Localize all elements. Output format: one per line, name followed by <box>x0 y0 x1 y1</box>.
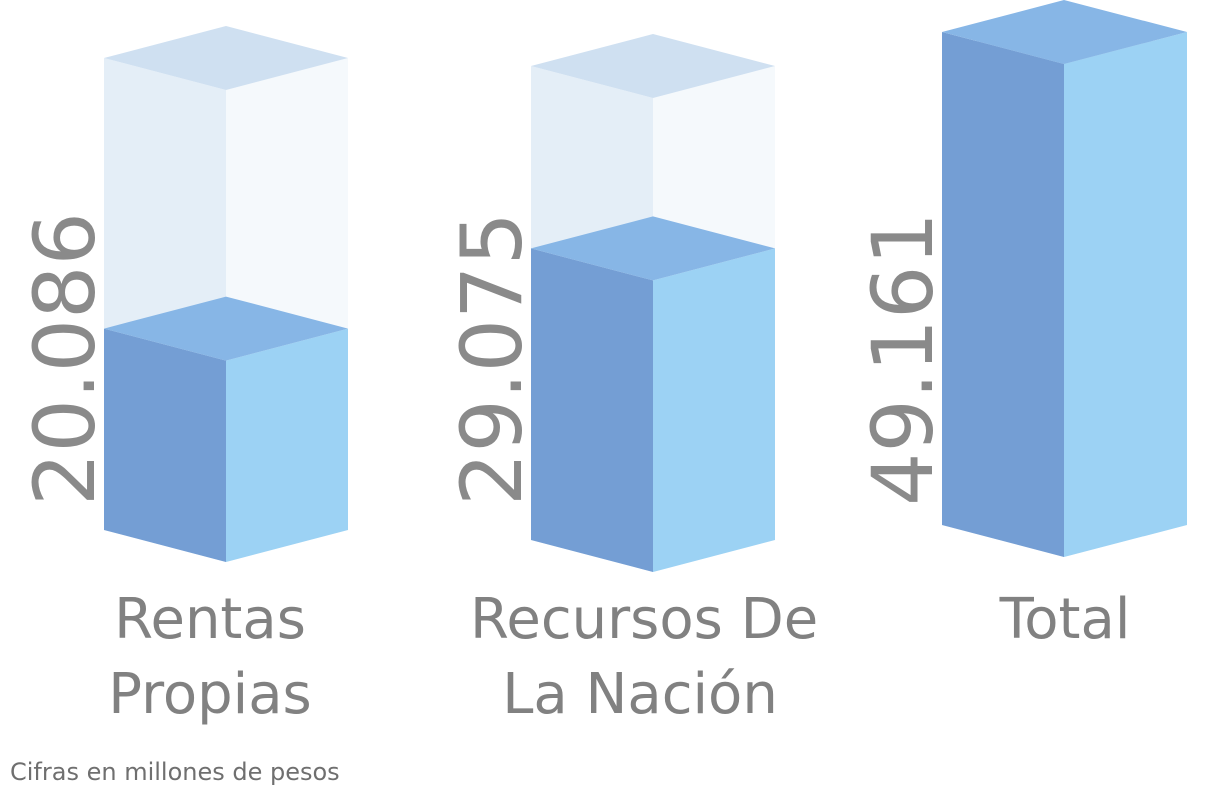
bar-right-face-recursos-de-la-nacion <box>653 248 775 572</box>
bar-top-face-recursos-de-la-nacion <box>531 216 775 281</box>
bar-right-face-total <box>1064 32 1187 557</box>
value-label-total: 49.161 <box>854 212 952 506</box>
bar-left-face-total <box>942 32 1064 557</box>
bar-left-face-recursos-de-la-nacion <box>531 248 653 572</box>
value-label-recursos-de-la-nacion: 29.075 <box>443 212 541 506</box>
value-label-rentas-propias: 20.086 <box>16 212 114 506</box>
category-label-recursos-de-la-nacion: Recursos De La Nación <box>470 582 819 732</box>
category-label-line: La Nación <box>502 662 778 727</box>
bar-top-face-total <box>942 0 1187 64</box>
category-label-rentas-propias: Rentas Propias <box>80 582 340 732</box>
category-label-line: Rentas <box>114 587 306 652</box>
category-label-line: Recursos De <box>470 587 819 652</box>
category-label-line: Total <box>999 587 1131 652</box>
footnote: Cifras en millones de pesos <box>10 758 340 786</box>
category-label-total: Total <box>960 582 1170 657</box>
ghost-top-recursos-de-la-nacion <box>531 34 775 98</box>
bar-left-face-rentas-propias <box>104 328 226 562</box>
bar-top-face-rentas-propias <box>104 296 348 361</box>
category-label-line: Propias <box>108 662 312 727</box>
bar-right-face-rentas-propias <box>226 328 348 562</box>
ghost-top-rentas-propias <box>104 26 348 90</box>
